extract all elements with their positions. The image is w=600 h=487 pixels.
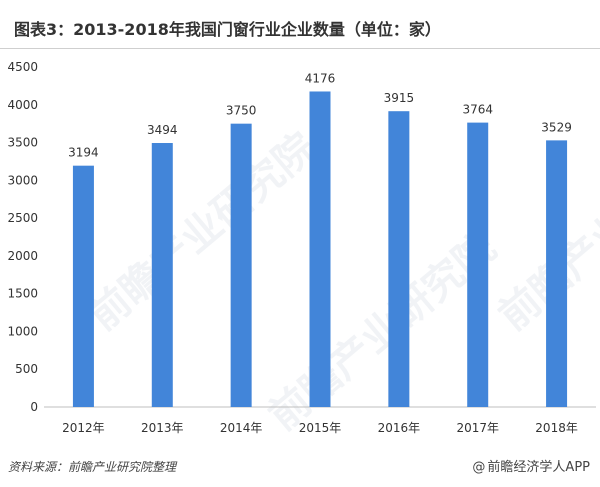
bars	[72, 91, 568, 408]
y-tick-label: 500	[15, 362, 38, 376]
brand-credit: @ 前瞻经济学人APP	[472, 456, 590, 475]
x-tick-label: 2014年	[220, 421, 263, 435]
bar-value-label: 3529	[541, 120, 572, 134]
x-tick-label: 2018年	[535, 421, 578, 435]
brand-name: 前瞻经济学人APP	[487, 460, 590, 475]
bar	[230, 123, 252, 408]
bar-value-label: 3764	[462, 103, 493, 117]
y-tick-label: 4500	[7, 60, 38, 74]
bar-value-label: 3750	[226, 104, 257, 118]
x-tick-label: 2016年	[378, 421, 421, 435]
bar-value-label: 3494	[147, 123, 178, 137]
bar	[467, 122, 489, 407]
y-tick-label: 1500	[7, 287, 38, 301]
bar	[151, 143, 173, 407]
title-divider	[0, 48, 600, 49]
y-tick-label: 4000	[7, 98, 38, 112]
y-tick-label: 1000	[7, 324, 38, 338]
y-tick-label: 3000	[7, 173, 38, 187]
y-tick-label: 2000	[7, 249, 38, 263]
bar-value-label: 3194	[68, 146, 99, 160]
x-axis: 2012年 2013年 2014年 2015年 2016年 2017年 2018年	[62, 421, 578, 435]
x-tick-label: 2013年	[141, 421, 184, 435]
bar	[309, 91, 331, 407]
y-tick-label: 0	[30, 400, 38, 414]
bar	[72, 165, 94, 407]
y-tick-label: 3500	[7, 136, 38, 150]
bar	[546, 140, 568, 407]
y-axis: 0 500 1000 1500 2000 2500 3000 3500 4000 4500	[7, 60, 38, 414]
x-tick-label: 2012年	[62, 421, 105, 435]
x-tick-label: 2015年	[299, 421, 342, 435]
bar	[388, 111, 410, 407]
x-tick-label: 2017年	[456, 421, 499, 435]
brand-at-icon: @	[472, 460, 486, 475]
source-note: 资料来源：前瞻产业研究院整理	[8, 460, 177, 474]
bar-value-label: 3915	[384, 91, 415, 105]
chart-title: 图表3：2013-2018年我国门窗行业企业数量（单位：家）	[14, 20, 441, 39]
data-labels: 3194 3494 3750 4176 3915 3764 3529	[68, 71, 572, 159]
y-tick-label: 2500	[7, 211, 38, 225]
bar-value-label: 4176	[305, 71, 336, 85]
